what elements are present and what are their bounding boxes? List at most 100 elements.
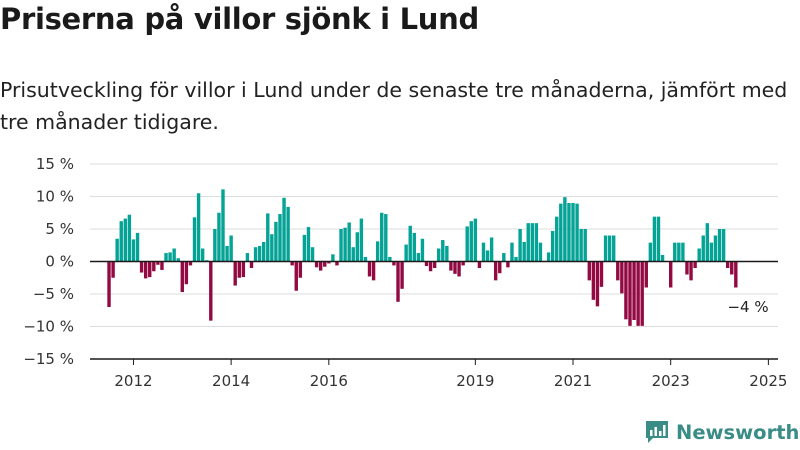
data-bar <box>339 229 343 262</box>
data-bar <box>152 261 156 272</box>
x-tick-label: 2014 <box>212 372 250 390</box>
data-bar <box>730 261 734 275</box>
data-bar <box>351 247 355 262</box>
data-bar <box>538 242 543 262</box>
data-bar <box>135 232 140 262</box>
data-bar <box>734 261 738 288</box>
data-bar <box>461 261 465 266</box>
data-bar <box>302 234 307 262</box>
data-bar <box>119 221 123 262</box>
data-bar <box>701 235 705 262</box>
data-bar <box>713 235 718 262</box>
data-bar <box>335 261 339 266</box>
data-bar <box>428 261 433 272</box>
x-tick-label: 2025 <box>749 372 787 390</box>
data-bar <box>359 218 364 262</box>
data-bar <box>575 203 579 262</box>
y-tick-label: 0 % <box>45 253 74 271</box>
data-bar <box>599 261 604 287</box>
y-tick-label: −10 % <box>23 318 74 336</box>
data-bar <box>156 261 160 265</box>
data-bar <box>579 229 583 262</box>
x-tick-label: 2012 <box>114 372 152 390</box>
data-bar <box>587 261 591 281</box>
data-bar <box>628 261 632 326</box>
data-bar <box>522 242 526 262</box>
data-bar <box>388 256 392 262</box>
brand-logo: Newsworthy <box>644 419 800 445</box>
data-bar <box>404 244 408 262</box>
data-bar <box>131 239 136 262</box>
y-tick-label: −15 % <box>23 350 74 368</box>
data-bar <box>616 261 620 281</box>
data-bar <box>371 261 376 281</box>
data-bar <box>221 189 225 262</box>
data-bar <box>498 261 502 274</box>
data-bar <box>681 242 685 262</box>
data-bar <box>689 261 693 281</box>
data-bar <box>510 242 514 262</box>
latest-value-label: −4 % <box>727 298 768 316</box>
bars <box>107 189 738 326</box>
data-bar <box>424 261 429 267</box>
data-bar <box>290 261 294 266</box>
data-bar <box>396 261 400 302</box>
data-bar <box>481 242 486 262</box>
chart-subtitle: Prisutveckling för villor i Lund under d… <box>0 78 788 134</box>
data-bar <box>506 261 510 268</box>
data-bar <box>148 261 152 278</box>
data-bar <box>469 221 473 262</box>
data-bar <box>669 261 673 288</box>
data-bar <box>518 229 522 262</box>
data-bar <box>225 245 229 262</box>
data-bar <box>595 261 600 307</box>
data-bar <box>184 261 189 285</box>
y-tick-label: −5 % <box>33 285 74 303</box>
data-bar <box>180 261 184 293</box>
data-bar <box>192 217 197 262</box>
data-bar <box>632 261 636 320</box>
data-bar <box>367 261 372 277</box>
data-bar <box>412 232 416 262</box>
data-bar <box>489 237 494 262</box>
data-bar <box>640 261 644 326</box>
data-bar <box>375 241 380 262</box>
y-tick-label: 10 % <box>36 188 74 206</box>
data-bar <box>241 261 246 278</box>
data-bar <box>172 248 176 262</box>
data-bar <box>603 235 608 262</box>
data-bar <box>485 250 490 262</box>
data-bar <box>416 253 421 262</box>
data-bar <box>323 261 327 267</box>
data-bar <box>123 218 128 262</box>
data-bar <box>530 223 535 262</box>
data-bar <box>327 261 331 264</box>
data-bar <box>209 261 213 321</box>
data-bar <box>343 227 347 262</box>
data-bar <box>355 232 360 262</box>
data-bar <box>721 229 726 262</box>
data-bar <box>457 261 461 277</box>
data-bar <box>188 261 193 266</box>
data-bar <box>514 256 518 262</box>
data-bar <box>310 247 315 262</box>
data-bar <box>306 227 311 262</box>
data-bar <box>449 261 453 271</box>
data-bar <box>534 223 539 262</box>
x-tick-label: 2021 <box>554 372 592 390</box>
data-bar <box>233 261 237 286</box>
data-bar <box>245 253 250 262</box>
data-bar <box>473 218 478 262</box>
data-bar <box>286 206 290 262</box>
data-bar <box>380 212 384 262</box>
data-bar <box>200 248 205 262</box>
data-bar <box>253 247 258 262</box>
data-bar <box>693 261 697 268</box>
data-bar <box>656 216 661 262</box>
data-bar <box>624 261 628 320</box>
data-bar <box>591 261 596 300</box>
data-bar <box>636 261 640 326</box>
data-bar <box>445 245 449 262</box>
chart-title: Priserna på villor sjönk i Lund <box>0 2 479 36</box>
